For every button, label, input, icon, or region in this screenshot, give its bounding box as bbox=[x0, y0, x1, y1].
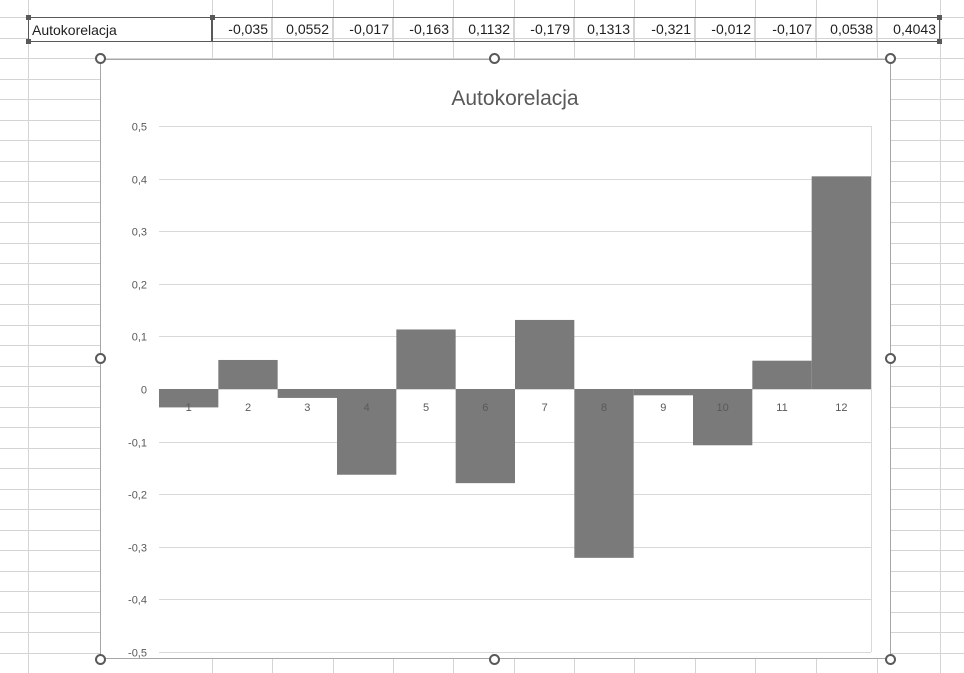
y-tick-label: -0,2 bbox=[128, 490, 147, 502]
chart-resize-handle-top-middle[interactable] bbox=[489, 53, 500, 64]
x-category-label: 11 bbox=[776, 402, 787, 414]
bar-7 bbox=[515, 319, 575, 389]
y-tick-label: -0,5 bbox=[128, 648, 147, 660]
value-cell[interactable]: -0,017 bbox=[333, 17, 393, 42]
autocorrelation-chart: Autokorelacja 0,5 0,4 0,3 0,2 0,1 0 -0,1 -0,2 -0… bbox=[128, 87, 872, 660]
bar-10 bbox=[693, 389, 753, 446]
x-category-label: 2 bbox=[245, 402, 251, 414]
y-tick-label: -0,3 bbox=[128, 543, 147, 555]
value-cell[interactable]: -0,035 bbox=[212, 17, 272, 42]
y-tick-label: -0,4 bbox=[128, 595, 147, 607]
value-cell[interactable]: 0,0552 bbox=[272, 17, 333, 42]
chart-resize-handle-top-right[interactable] bbox=[885, 53, 896, 64]
x-category-label: 5 bbox=[423, 402, 429, 414]
y-tick-label: 0,3 bbox=[132, 227, 147, 239]
chart-resize-handle-bottom-middle[interactable] bbox=[489, 654, 500, 665]
chart-resize-handle-bottom-right[interactable] bbox=[885, 654, 896, 665]
bar-2 bbox=[218, 359, 278, 389]
bar-12 bbox=[811, 176, 871, 389]
y-tick-label: -0,1 bbox=[128, 438, 147, 450]
label-handle-left[interactable] bbox=[26, 15, 31, 20]
chart-title: Autokorelacja bbox=[451, 87, 579, 110]
y-tick-label: 0,4 bbox=[132, 175, 147, 187]
x-category-label: 6 bbox=[482, 402, 488, 414]
bar-4 bbox=[337, 389, 397, 475]
y-tick-label: 0,2 bbox=[132, 280, 147, 292]
chart-resize-handle-top-left[interactable] bbox=[95, 53, 106, 64]
row-label-cell[interactable]: Autokorelacja bbox=[28, 17, 212, 42]
chart-gridlines bbox=[159, 126, 872, 653]
x-category-label: 1 bbox=[186, 402, 192, 414]
value-cell[interactable]: 0,1313 bbox=[574, 17, 634, 42]
value-cell[interactable]: -0,321 bbox=[634, 17, 695, 42]
chart-resize-handle-middle-right[interactable] bbox=[885, 353, 896, 364]
y-tick-label: 0,5 bbox=[132, 122, 147, 134]
chart-object[interactable]: Autokorelacja 0,5 0,4 0,3 0,2 0,1 0 -0,1 -0,2 -0… bbox=[100, 59, 891, 660]
y-tick-label: 0,1 bbox=[132, 332, 147, 344]
range-handle-left[interactable] bbox=[210, 15, 215, 20]
bar-8 bbox=[574, 389, 634, 558]
x-category-label: 10 bbox=[717, 402, 729, 414]
bar-5 bbox=[396, 329, 456, 389]
x-category-label: 9 bbox=[660, 402, 666, 414]
value-cell[interactable]: 0,1132 bbox=[453, 17, 514, 42]
label-handle-bottom-left[interactable] bbox=[26, 39, 31, 44]
bar-11 bbox=[752, 360, 812, 389]
x-category-label: 12 bbox=[835, 402, 847, 414]
y-tick-label: 0 bbox=[141, 385, 147, 397]
value-cell[interactable]: -0,179 bbox=[514, 17, 574, 42]
value-cell[interactable]: -0,107 bbox=[755, 17, 816, 42]
value-cell[interactable]: -0,012 bbox=[695, 17, 755, 42]
chart-resize-handle-middle-left[interactable] bbox=[95, 353, 106, 364]
chart-resize-handle-bottom-left[interactable] bbox=[95, 654, 106, 665]
x-category-label: 8 bbox=[601, 402, 607, 414]
value-cell[interactable]: 0,4043 bbox=[877, 17, 940, 42]
x-axis-labels: 1 2 3 4 5 6 7 8 9 10 11 12 bbox=[186, 402, 848, 414]
x-category-label: 4 bbox=[364, 402, 370, 414]
x-category-label: 7 bbox=[542, 402, 548, 414]
data-row: Autokorelacja -0,035 0,0552 -0,017 -0,163 0,… bbox=[28, 17, 940, 42]
range-handle-right[interactable] bbox=[937, 15, 942, 20]
range-handle-bottom-right[interactable] bbox=[937, 39, 942, 44]
bar-3 bbox=[277, 389, 337, 398]
y-axis-labels: 0,5 0,4 0,3 0,2 0,1 0 -0,1 -0,2 -0,3 -0,4 -0,5 bbox=[128, 122, 147, 660]
chart-bars bbox=[159, 176, 871, 558]
bar-1 bbox=[159, 389, 219, 408]
value-cell[interactable]: -0,163 bbox=[393, 17, 453, 42]
bar-6 bbox=[455, 389, 515, 484]
x-category-label: 3 bbox=[304, 402, 310, 414]
bar-9 bbox=[633, 389, 693, 396]
value-cell[interactable]: 0,0538 bbox=[816, 17, 877, 42]
